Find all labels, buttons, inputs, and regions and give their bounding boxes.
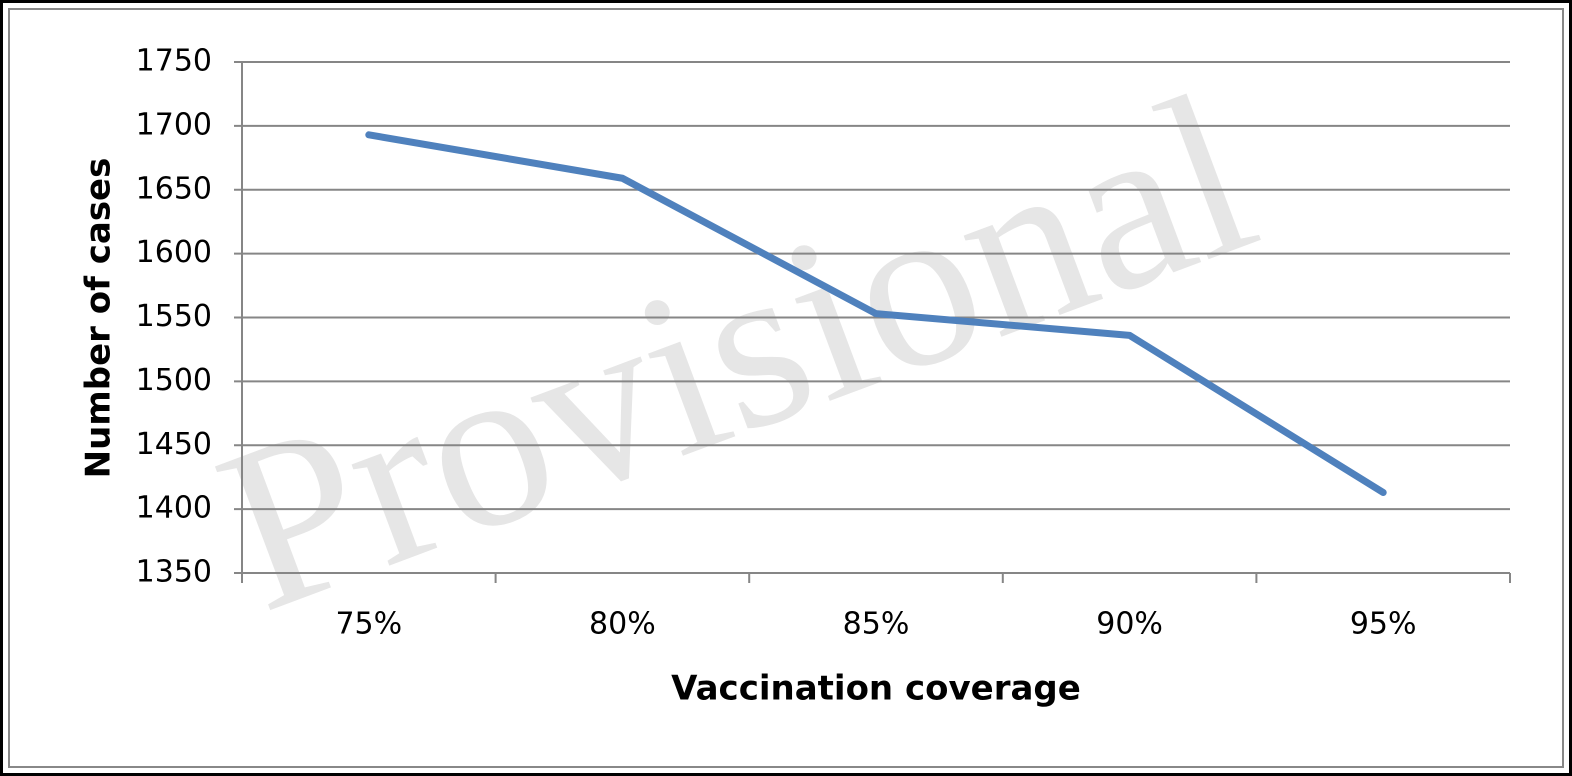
x-tick-label: 85%	[843, 607, 910, 642]
y-tick-label: 1650	[136, 171, 212, 206]
data-line	[365, 131, 1387, 497]
x-tick-label: 80%	[589, 607, 656, 642]
y-tick-label: 1350	[136, 555, 212, 590]
inner-frame	[8, 8, 1564, 768]
y-tick-label: 1500	[136, 363, 212, 398]
y-tick-label: 1450	[136, 427, 212, 462]
x-tick-label: 90%	[1096, 607, 1163, 642]
y-tick-label: 1750	[136, 44, 212, 79]
y-tick-label: 1600	[136, 235, 212, 270]
y-axis-title: Number of cases	[79, 158, 119, 479]
x-tick-label: 95%	[1350, 607, 1417, 642]
y-tick-label: 1700	[136, 107, 212, 142]
x-axis-title: Vaccination coverage	[671, 669, 1081, 709]
y-tick-label: 1400	[136, 491, 212, 526]
x-tick-label: 75%	[335, 607, 402, 642]
y-tick-label: 1550	[136, 299, 212, 334]
